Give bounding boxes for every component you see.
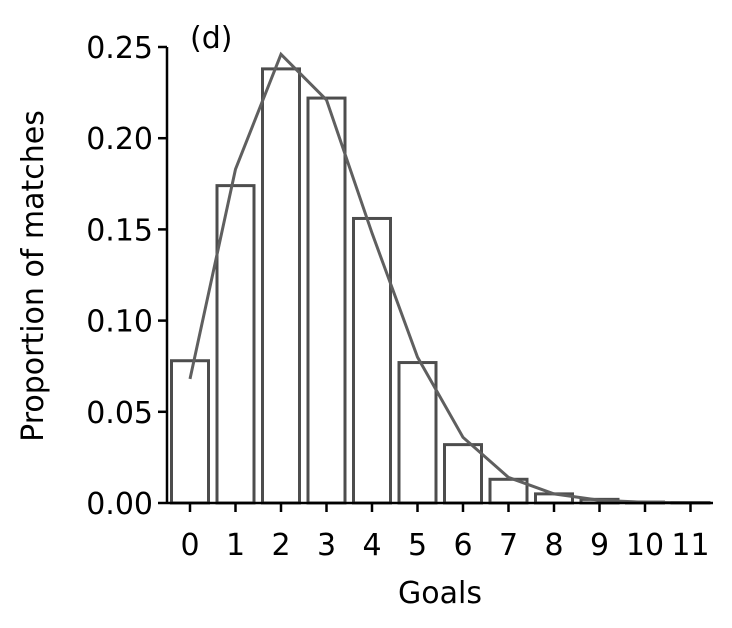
x-tick-label: 5 — [408, 528, 427, 563]
x-tick-label: 4 — [362, 528, 381, 563]
y-tick-label: 0.05 — [86, 396, 153, 431]
x-tick-label: 7 — [499, 528, 518, 563]
x-tick-label: 10 — [626, 528, 664, 563]
x-tick-label: 11 — [671, 528, 709, 563]
x-tick-label: 8 — [544, 528, 563, 563]
bar-goals-2 — [263, 69, 300, 503]
x-tick-label: 0 — [180, 528, 199, 563]
bar-goals-4 — [354, 218, 391, 503]
bars-group — [172, 69, 710, 503]
x-tick-label: 2 — [271, 528, 290, 563]
y-axis-title: Proportion of matches — [16, 110, 51, 442]
x-tick-label: 3 — [317, 528, 336, 563]
x-axis-title: Goals — [398, 576, 482, 611]
bar-goals-0 — [172, 361, 209, 503]
bar-goals-6 — [445, 445, 482, 503]
x-tick-label: 6 — [453, 528, 472, 563]
y-tick-label: 0.10 — [86, 305, 153, 340]
y-tick-label: 0.20 — [86, 122, 153, 157]
bar-goals-5 — [399, 363, 436, 503]
x-tick-label: 9 — [590, 528, 609, 563]
y-tick-label: 0.15 — [86, 213, 153, 248]
panel-label: (d) — [190, 21, 232, 56]
x-tick-label: 1 — [226, 528, 245, 563]
y-tick-label: 0.25 — [86, 31, 153, 66]
y-tick-label: 0.00 — [86, 487, 153, 522]
bar-goals-3 — [308, 98, 345, 503]
